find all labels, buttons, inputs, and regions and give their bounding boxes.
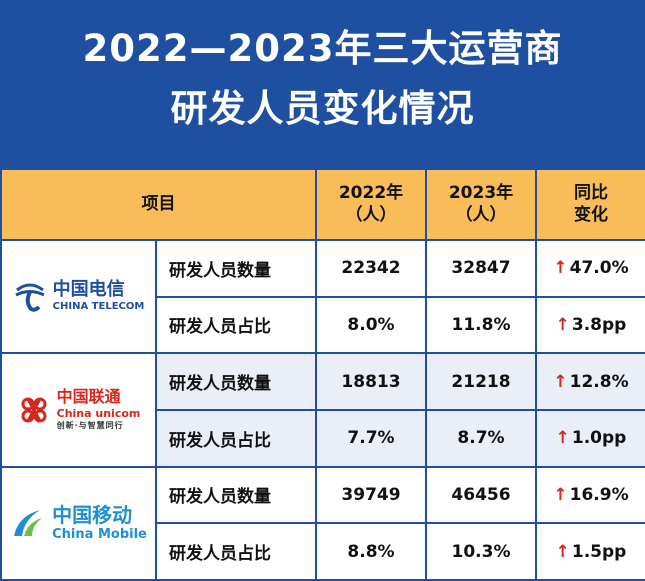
china-unicom-logo: 中国联通 China unicom 创新·与智慧同行 (2, 389, 155, 430)
change-cell: ↑ 1.5pp (535, 522, 645, 581)
change-value: 16.9% (569, 484, 629, 505)
value-2023: 21218 (425, 352, 537, 411)
up-arrow-icon: ↑ (555, 314, 570, 335)
value-2022: 18813 (315, 352, 427, 411)
table-row: 研发人员占比 7.7% 8.7% ↑ 1.0pp (1, 408, 645, 468)
value-2023: 32847 (425, 238, 537, 298)
unicom-logo-cell: 中国联通 China unicom 创新·与智慧同行 (0, 352, 157, 468)
change-value: 47.0% (569, 258, 629, 279)
china-telecom-logo-icon (14, 283, 45, 312)
metric-label: 研发人员数量 (155, 238, 317, 298)
change-cell: ↑ 1.0pp (535, 408, 645, 468)
mobile-logo-zh: 中国移动 (52, 503, 133, 528)
up-arrow-icon: ↑ (555, 541, 570, 562)
mobile-logo-en: China Mobile (52, 527, 147, 543)
unicom-logo-en: China unicom (56, 407, 141, 421)
up-arrow-icon: ↑ (553, 258, 568, 279)
change-cell: ↑ 16.9% (535, 465, 645, 525)
value-2022: 22342 (315, 238, 427, 298)
metric-label: 研发人员数量 (155, 465, 317, 525)
table-row: 研发人员占比 8.8% 10.3% ↑ 1.5pp (1, 522, 645, 581)
value-2022: 8.8% (315, 522, 427, 581)
header-change: 同比 变化 (535, 168, 645, 241)
header-item: 项目 (0, 168, 317, 241)
table-row: 中国移动 China Mobile 研发人员数量 39749 46456 ↑ 16… (0, 465, 645, 581)
header-2023: 2023年 （人） (425, 168, 537, 241)
metric-label: 研发人员占比 (155, 408, 317, 468)
unicom-logo-zh: 中国联通 (56, 387, 121, 407)
value-2022: 7.7% (315, 408, 427, 468)
change-value: 12.8% (569, 371, 629, 392)
china-telecom-logo: 中国电信 CHINA TELECOM (2, 281, 155, 312)
telecom-logo-zh: 中国电信 (52, 279, 125, 301)
change-cell: ↑ 12.8% (535, 352, 645, 411)
header-row: 项目 2022年 （人） 2023年 （人） 同比 变化 (0, 168, 645, 241)
mobile-logo-cell: 中国移动 China Mobile (0, 465, 157, 581)
title-line-2: 研发人员变化情况 (170, 87, 475, 130)
value-2023: 8.7% (425, 408, 537, 468)
china-mobile-logo: 中国移动 China Mobile (2, 505, 155, 541)
change-value: 1.5pp (571, 541, 627, 562)
change-cell: ↑ 3.8pp (535, 295, 645, 355)
value-2022: 8.0% (315, 295, 427, 355)
table-row: 研发人员占比 8.0% 11.8% ↑ 3.8pp (1, 295, 645, 355)
table-row: 中国电信 CHINA TELECOM 研发人员数量 22342 32847 ↑ 4… (0, 238, 645, 355)
table-row: 中国联通 China unicom 创新·与智慧同行 研发人员数量 18813 … (0, 352, 645, 468)
china-unicom-knot-logo-icon (21, 397, 47, 423)
metric-label: 研发人员占比 (155, 295, 317, 355)
title-line-1: 2022—2023年三大运营商 (82, 27, 563, 70)
china-mobile-logo-icon (14, 510, 43, 537)
up-arrow-icon: ↑ (555, 428, 570, 449)
metric-label: 研发人员占比 (155, 522, 317, 581)
telecom-logo-cell: 中国电信 CHINA TELECOM (0, 238, 157, 355)
value-2023: 10.3% (425, 522, 537, 581)
value-2022: 39749 (315, 465, 427, 525)
value-2023: 46456 (425, 465, 537, 525)
header-2022: 2022年 （人） (315, 168, 427, 241)
change-value: 1.0pp (571, 428, 627, 449)
header-2023-label: 2023年 （人） (448, 183, 514, 226)
title-banner: 2022—2023年三大运营商 研发人员变化情况 (0, 0, 645, 168)
up-arrow-icon: ↑ (553, 371, 568, 392)
header-2022-label: 2022年 （人） (338, 183, 404, 226)
metric-label: 研发人员数量 (155, 352, 317, 411)
change-cell: ↑ 47.0% (535, 238, 645, 298)
comparison-table: 项目 2022年 （人） 2023年 （人） 同比 变化 中国电信 CHINA … (0, 168, 645, 581)
up-arrow-icon: ↑ (553, 484, 568, 505)
change-value: 3.8pp (571, 314, 627, 335)
telecom-logo-en: CHINA TELECOM (52, 301, 145, 313)
header-change-label: 同比 变化 (574, 183, 608, 226)
unicom-logo-slogan: 创新·与智慧同行 (56, 421, 124, 431)
header-item-label: 项目 (141, 194, 176, 215)
value-2023: 11.8% (425, 295, 537, 355)
